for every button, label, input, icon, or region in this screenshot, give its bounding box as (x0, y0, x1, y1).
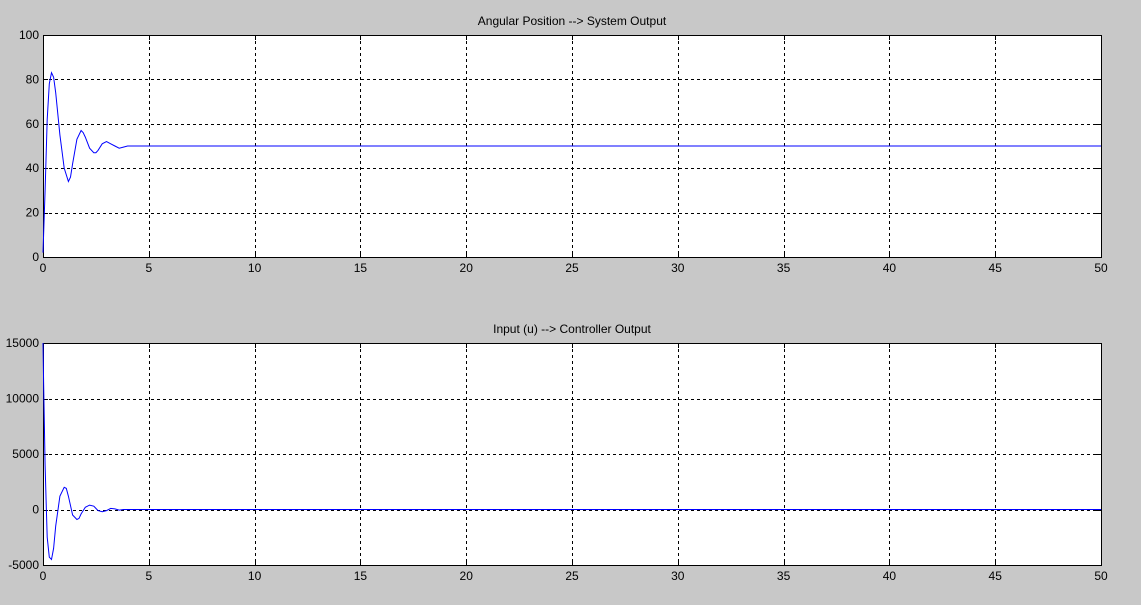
y-tick-label: 0 (32, 250, 39, 264)
x-tick-label: 0 (40, 261, 47, 275)
chart-title: Input (u) --> Controller Output (493, 322, 651, 336)
series-line (42, 342, 1101, 561)
x-tick-label: 15 (354, 261, 368, 275)
y-tick-label: 40 (26, 161, 40, 175)
series-line (42, 71, 1101, 253)
y-tick-label: 10000 (6, 392, 40, 406)
y-tick-label: 100 (19, 28, 39, 42)
x-tick-label: 50 (1094, 569, 1108, 583)
y-tick-label: 5000 (12, 447, 39, 461)
x-tick-label: 35 (777, 569, 791, 583)
x-tick-label: 0 (40, 569, 47, 583)
y-tick-label: 0 (32, 503, 39, 517)
y-tick-label: 60 (26, 117, 40, 131)
x-tick-label: 40 (883, 569, 897, 583)
x-tick-label: 5 (145, 569, 152, 583)
y-tick-label: 80 (26, 72, 40, 86)
x-tick-label: 25 (565, 569, 579, 583)
x-tick-label: 40 (883, 261, 897, 275)
x-tick-label: 45 (989, 569, 1003, 583)
x-tick-label: 15 (354, 569, 368, 583)
x-tick-label: 10 (248, 261, 262, 275)
x-tick-label: 45 (989, 261, 1003, 275)
x-tick-label: 5 (145, 261, 152, 275)
x-tick-label: 30 (671, 569, 685, 583)
y-tick-label: 20 (26, 206, 40, 220)
y-tick-label: 15000 (6, 336, 40, 350)
x-tick-label: 35 (777, 261, 791, 275)
x-tick-label: 50 (1094, 261, 1108, 275)
x-tick-label: 25 (565, 261, 579, 275)
subplot-2: 0 5 10 15 20 25 30 35 40 45 50-5000050001000015000… (6, 322, 1108, 583)
x-tick-label: 20 (460, 569, 474, 583)
x-tick-label: 20 (460, 261, 474, 275)
subplot-1: 0 5 10 15 20 25 30 35 40 45 50 0 20 40 60 80 100 Angular … (19, 14, 1108, 275)
chart-title: Angular Position --> System Output (478, 14, 667, 28)
x-tick-label: 10 (248, 569, 262, 583)
x-tick-label: 30 (671, 261, 685, 275)
y-tick-label: -5000 (8, 558, 39, 572)
